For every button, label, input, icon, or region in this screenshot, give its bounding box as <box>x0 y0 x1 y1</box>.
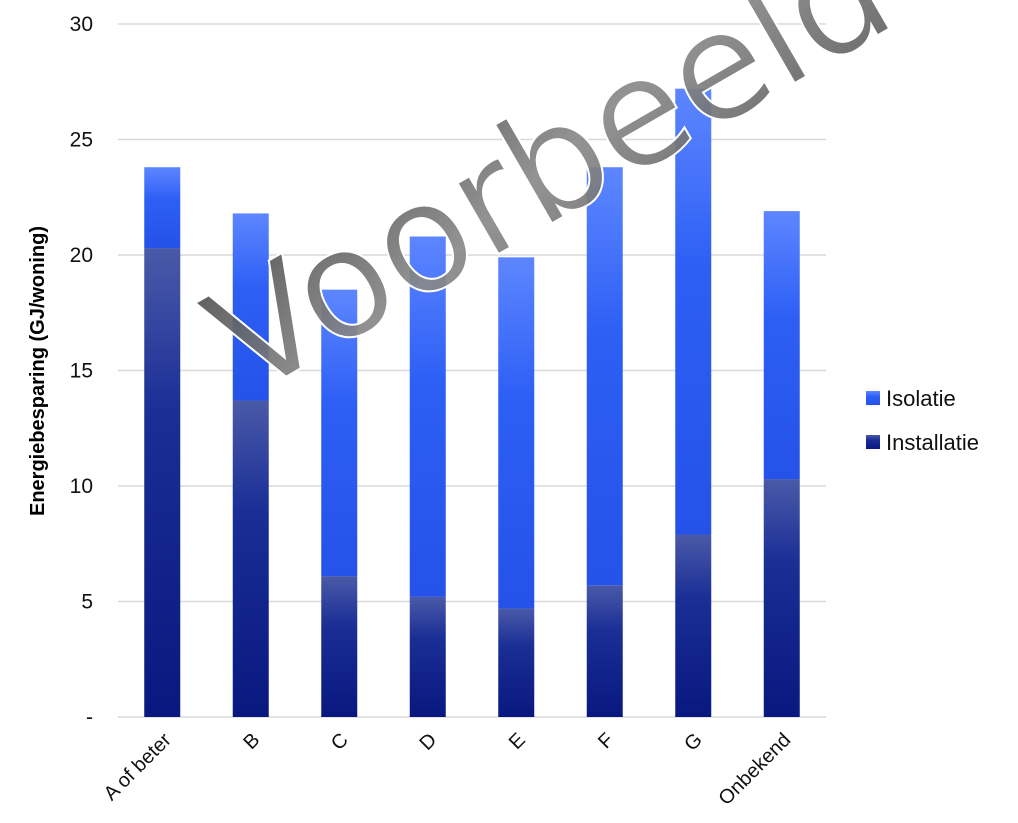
bar-isolatie-b <box>232 213 269 401</box>
x-category-label: A of beter <box>100 729 176 805</box>
bar-isolatie-f <box>586 167 623 586</box>
bar-installatie-g <box>675 534 712 717</box>
x-category-label: B <box>239 729 264 754</box>
bar-installatie-e <box>498 608 535 717</box>
bar-installatie-onbekend <box>763 479 800 717</box>
x-category-label: C <box>327 729 353 755</box>
bar-installatie-d <box>409 596 446 717</box>
y-tick-label: 15 <box>70 360 93 383</box>
watermark-text: Voorbeeld <box>180 0 919 429</box>
x-category-label: Onbekend <box>714 729 795 810</box>
legend-label-isolatie: Isolatie <box>886 386 956 411</box>
bar-installatie-b <box>232 400 269 717</box>
bar-installatie-f <box>586 585 623 717</box>
bar-isolatie-c <box>321 289 358 577</box>
y-axis-title: Energiebesparing (GJ/woning) <box>27 226 49 516</box>
y-axis-ticks: - 5 10 15 20 25 30 <box>70 13 93 729</box>
legend-swatch-installatie <box>866 435 880 449</box>
bar-isolatie-a-of-beter <box>144 167 181 249</box>
bar-isolatie-d <box>409 236 446 597</box>
y-tick-label: 20 <box>70 244 93 267</box>
legend-swatch-isolatie <box>866 391 880 405</box>
y-tick-label: 30 <box>70 13 93 36</box>
bar-isolatie-e <box>498 257 535 609</box>
y-tick-label: 25 <box>70 129 93 152</box>
x-category-label: E <box>505 729 530 754</box>
x-axis-labels: A of beter B C D E F G Onbekend <box>100 729 796 810</box>
y-tick-label: 5 <box>81 591 93 614</box>
x-category-label: G <box>680 729 707 756</box>
legend-label-installatie: Installatie <box>886 430 979 455</box>
legend: Isolatie Installatie <box>866 386 979 455</box>
bars <box>144 88 800 717</box>
bar-isolatie-g <box>675 88 712 535</box>
bar-installatie-a-of-beter <box>144 248 181 717</box>
bar-installatie-c <box>321 576 358 717</box>
x-category-label: F <box>594 729 618 753</box>
y-tick-label: - <box>86 706 93 729</box>
bar-isolatie-onbekend <box>763 211 800 480</box>
y-tick-label: 10 <box>70 475 93 498</box>
x-category-label: D <box>416 729 442 755</box>
